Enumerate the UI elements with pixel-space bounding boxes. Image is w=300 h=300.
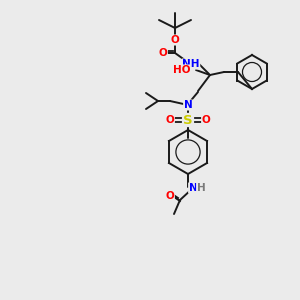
Text: HO: HO bbox=[172, 65, 190, 75]
Text: S: S bbox=[183, 113, 193, 127]
Text: O: O bbox=[171, 35, 179, 45]
Text: H: H bbox=[196, 183, 206, 193]
Text: O: O bbox=[159, 48, 167, 58]
Text: NH: NH bbox=[182, 59, 200, 69]
Text: N: N bbox=[189, 183, 197, 193]
FancyBboxPatch shape bbox=[182, 114, 194, 126]
Text: O: O bbox=[202, 115, 210, 125]
Text: O: O bbox=[166, 115, 174, 125]
Text: N: N bbox=[184, 100, 192, 110]
Text: O: O bbox=[166, 191, 174, 201]
